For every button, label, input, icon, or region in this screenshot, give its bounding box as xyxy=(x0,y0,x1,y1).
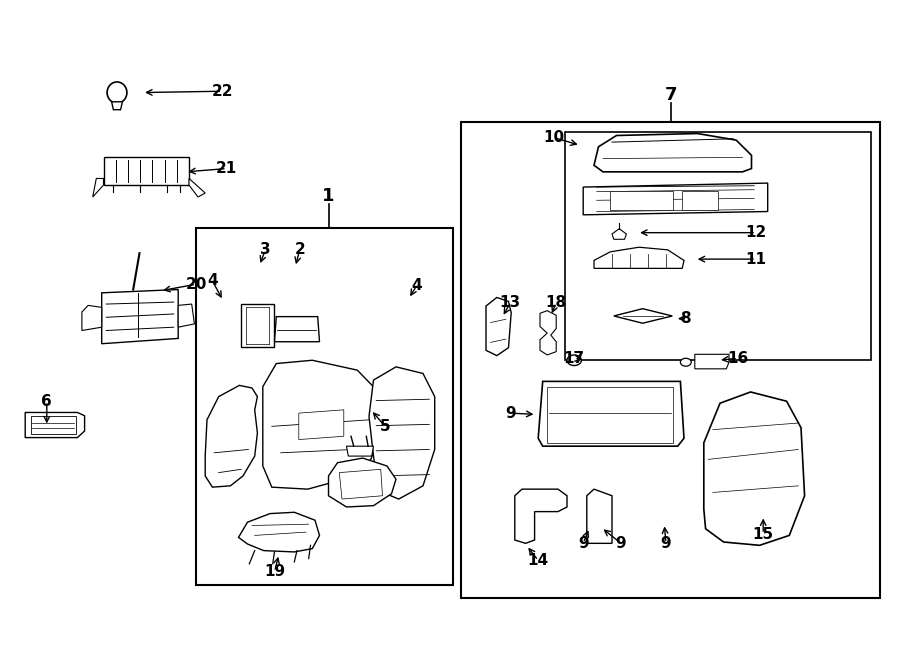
Text: 5: 5 xyxy=(380,419,391,434)
Text: 17: 17 xyxy=(563,351,585,366)
Polygon shape xyxy=(238,512,320,552)
Polygon shape xyxy=(515,489,567,543)
Circle shape xyxy=(680,358,691,366)
Text: 9: 9 xyxy=(616,536,626,551)
Polygon shape xyxy=(339,469,382,499)
Polygon shape xyxy=(112,102,122,110)
Text: 11: 11 xyxy=(745,252,767,266)
Polygon shape xyxy=(614,309,672,323)
Polygon shape xyxy=(178,304,194,327)
Bar xyxy=(682,191,718,210)
Text: 20: 20 xyxy=(185,277,207,292)
Text: 12: 12 xyxy=(745,225,767,240)
Polygon shape xyxy=(695,354,729,369)
Text: 9: 9 xyxy=(578,536,589,551)
Polygon shape xyxy=(486,297,511,356)
Text: 15: 15 xyxy=(752,527,774,541)
Polygon shape xyxy=(93,178,104,197)
Polygon shape xyxy=(299,410,344,440)
Text: 19: 19 xyxy=(264,564,285,579)
Polygon shape xyxy=(594,134,752,172)
Polygon shape xyxy=(189,178,205,197)
Text: 10: 10 xyxy=(543,130,564,145)
Text: 7: 7 xyxy=(664,86,677,104)
Text: 9: 9 xyxy=(661,536,671,551)
Polygon shape xyxy=(369,367,435,499)
Polygon shape xyxy=(274,317,320,342)
Polygon shape xyxy=(547,387,673,443)
Bar xyxy=(31,416,76,434)
Polygon shape xyxy=(583,183,768,215)
Text: 18: 18 xyxy=(545,295,567,310)
Polygon shape xyxy=(704,392,805,545)
Bar xyxy=(565,132,871,360)
Polygon shape xyxy=(205,385,257,487)
Text: 4: 4 xyxy=(411,278,422,293)
Polygon shape xyxy=(328,458,396,507)
Text: 8: 8 xyxy=(680,311,691,326)
Polygon shape xyxy=(25,412,85,438)
Circle shape xyxy=(567,355,581,366)
Polygon shape xyxy=(82,305,102,330)
Text: 16: 16 xyxy=(727,351,749,366)
Polygon shape xyxy=(612,229,626,239)
Text: 14: 14 xyxy=(527,553,549,568)
Polygon shape xyxy=(540,311,556,355)
Text: 22: 22 xyxy=(212,84,233,98)
Bar xyxy=(461,122,880,598)
Polygon shape xyxy=(263,360,384,489)
Polygon shape xyxy=(102,290,178,344)
Ellipse shape xyxy=(107,82,127,103)
Polygon shape xyxy=(241,304,274,347)
Text: 9: 9 xyxy=(505,406,516,420)
Polygon shape xyxy=(538,381,684,446)
Polygon shape xyxy=(346,446,374,456)
Text: 3: 3 xyxy=(260,243,271,257)
Text: 2: 2 xyxy=(294,243,305,257)
Bar xyxy=(196,228,453,585)
Bar xyxy=(610,191,673,210)
Polygon shape xyxy=(587,489,612,543)
Text: 1: 1 xyxy=(322,187,335,206)
Text: 13: 13 xyxy=(500,295,521,310)
Text: 21: 21 xyxy=(216,161,238,176)
Polygon shape xyxy=(104,157,189,185)
Text: 4: 4 xyxy=(207,274,218,288)
Polygon shape xyxy=(594,247,684,268)
Text: 6: 6 xyxy=(41,394,52,408)
